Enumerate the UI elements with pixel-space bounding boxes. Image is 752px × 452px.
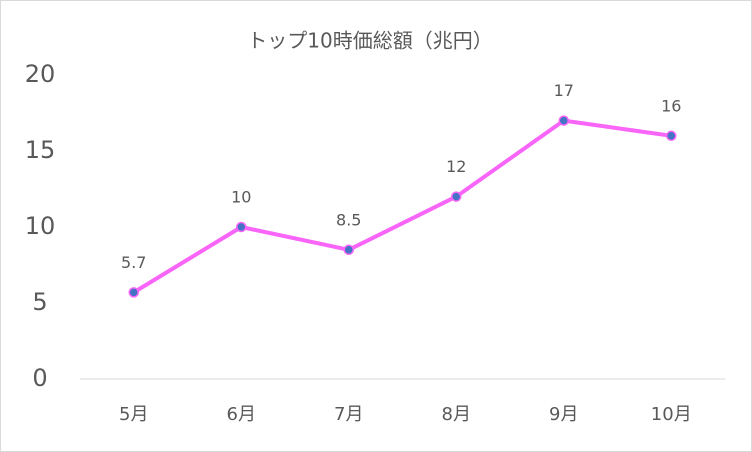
data-label: 10: [231, 188, 251, 207]
y-tick-label: 5: [32, 288, 47, 316]
y-tick-label: 20: [25, 60, 56, 88]
y-tick-label: 0: [32, 364, 47, 392]
x-tick-label: 5月: [119, 404, 148, 425]
marker: [666, 130, 677, 142]
x-tick-label: 7月: [334, 404, 363, 425]
data-label: 8.5: [336, 210, 361, 229]
x-tick-label: 6月: [227, 404, 256, 425]
marker: [128, 287, 139, 298]
x-tick-label: 8月: [442, 404, 471, 425]
y-tick-label: 10: [25, 212, 56, 240]
marker: [451, 191, 462, 202]
x-tick-label: 10月: [651, 404, 692, 425]
chart-title: トップ10時価総額（兆円）: [247, 29, 492, 53]
data-label: 12: [446, 157, 466, 176]
line: [132, 118, 672, 295]
data-label: 5.7: [121, 253, 146, 272]
data-label: 16: [661, 96, 681, 115]
data-label: 17: [554, 81, 574, 100]
marker: [236, 221, 247, 233]
marker: [343, 244, 354, 256]
x-tick-label: 9月: [549, 404, 578, 425]
marker: [558, 115, 569, 126]
y-tick-label: 15: [25, 136, 56, 164]
